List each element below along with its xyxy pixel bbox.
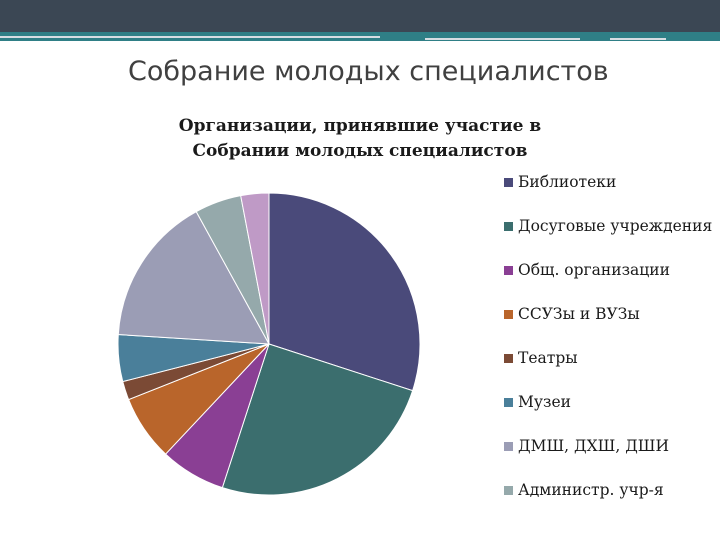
legend-swatch xyxy=(504,354,513,363)
legend-item: Администр. учр-я xyxy=(504,480,714,500)
legend-label: Театры xyxy=(518,349,578,367)
legend-label: Администр. учр-я xyxy=(518,481,664,499)
legend-swatch xyxy=(504,486,513,495)
header-bar xyxy=(0,0,720,32)
legend-swatch xyxy=(504,222,513,231)
pie-slice xyxy=(117,210,270,345)
header-divider-line xyxy=(425,38,580,40)
legend-label: ДМШ, ДХШ, ДШИ xyxy=(518,437,669,455)
legend-item: Музеи xyxy=(504,392,714,412)
legend-item: Библиотеки xyxy=(504,172,714,192)
legend-swatch xyxy=(504,310,513,319)
legend-label: Музеи xyxy=(518,393,571,411)
legend-swatch xyxy=(504,178,513,187)
slide-title: Собрание молодых специалистов xyxy=(128,56,609,87)
legend-item: Общ. организации xyxy=(504,260,714,280)
legend-swatch xyxy=(504,442,513,451)
legend-label: Библиотеки xyxy=(518,173,617,191)
pie-slice xyxy=(268,192,421,392)
legend-label: ССУЗы и ВУЗы xyxy=(518,305,640,323)
pie-slice xyxy=(221,343,414,496)
legend-label: Досуговые учреждения xyxy=(518,217,713,235)
legend-item: Театры xyxy=(504,348,714,368)
legend-item: ССУЗы и ВУЗы xyxy=(504,304,714,324)
pie-slice xyxy=(240,192,270,345)
legend-item: ДМШ, ДХШ, ДШИ xyxy=(504,436,714,456)
legend-item: Досуговые учреждения xyxy=(504,216,714,236)
header-divider-line xyxy=(0,36,380,38)
legend-label: Общ. организации xyxy=(518,261,670,279)
chart-title: Организации, принявшие участие в Собрани… xyxy=(178,116,542,161)
header-divider-line xyxy=(610,38,666,40)
legend-swatch xyxy=(504,266,513,275)
legend-swatch xyxy=(504,398,513,407)
